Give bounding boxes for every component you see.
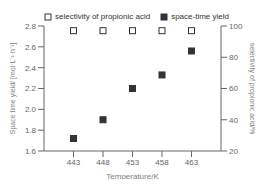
svg-text:443: 443 xyxy=(67,158,81,167)
svg-text:2.4: 2.4 xyxy=(25,64,37,73)
svg-text:2.8: 2.8 xyxy=(25,22,37,31)
svg-text:Space time yield/ [mol·L⁻¹·h⁻¹: Space time yield/ [mol·L⁻¹·h⁻¹] xyxy=(9,43,17,135)
svg-text:453: 453 xyxy=(126,158,140,167)
svg-text:60: 60 xyxy=(229,84,238,93)
svg-text:2.2: 2.2 xyxy=(25,84,37,93)
svg-text:448: 448 xyxy=(96,158,110,167)
svg-text:40: 40 xyxy=(229,116,238,125)
svg-text:458: 458 xyxy=(155,158,169,167)
svg-text:80: 80 xyxy=(229,53,238,62)
svg-text:100: 100 xyxy=(229,22,243,31)
html-text:selectivity of propionic acid: selectivity of propionic acid xyxy=(55,12,151,21)
svg-text:1.6: 1.6 xyxy=(25,147,37,156)
svg-text:2.6: 2.6 xyxy=(25,43,37,52)
svg-text:20: 20 xyxy=(229,147,238,156)
html-text:space-time yield: space-time yield xyxy=(171,12,229,21)
svg-text:463: 463 xyxy=(185,158,199,167)
svg-text:selectivity of propionic acid/: selectivity of propionic acid/% xyxy=(248,43,256,134)
svg-text:Temperature/K: Temperature/K xyxy=(106,172,159,179)
svg-text:1.8: 1.8 xyxy=(25,126,37,135)
svg-text:2.0: 2.0 xyxy=(25,105,37,114)
